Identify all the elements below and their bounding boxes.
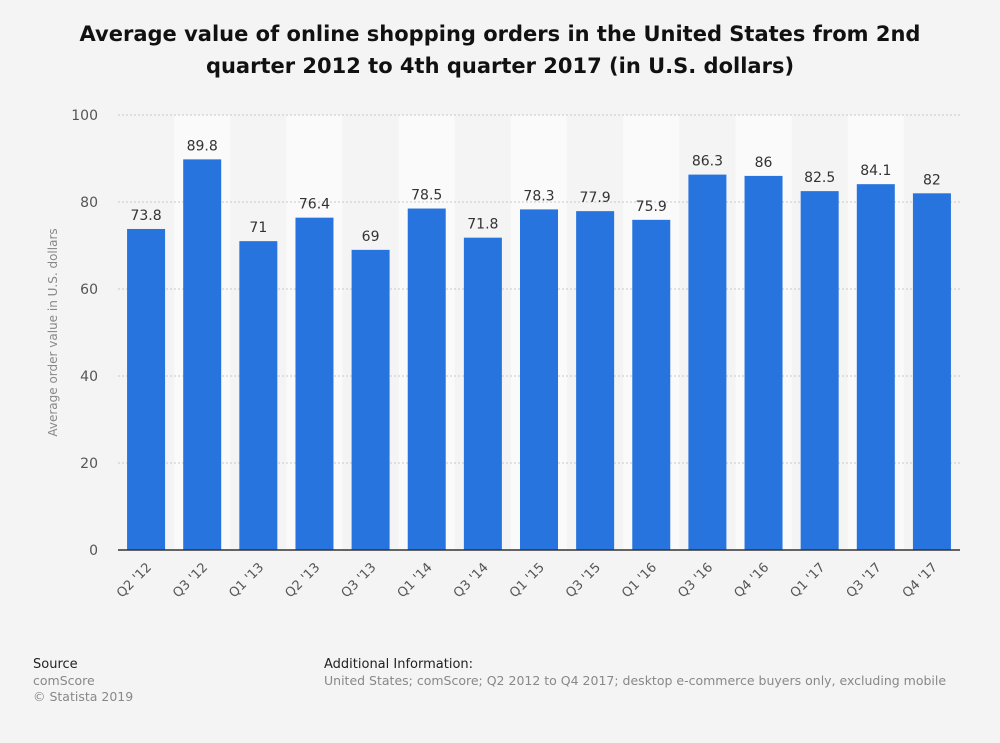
y-tick-label: 80 — [80, 195, 98, 211]
y-tick-label: 40 — [80, 369, 98, 385]
data-label: 78.3 — [523, 188, 554, 204]
bar — [351, 249, 390, 550]
x-tick-label: Q1 '15 — [507, 560, 548, 601]
data-label: 71 — [249, 220, 267, 236]
y-tick-label: 60 — [80, 282, 98, 298]
x-tick-label: Q3 '14 — [451, 560, 492, 601]
bar — [632, 219, 671, 550]
bar — [576, 211, 615, 550]
x-tick-label: Q3 '12 — [170, 560, 211, 601]
bar — [912, 193, 951, 551]
x-tick-label: Q3 '13 — [339, 560, 380, 601]
chart-title: Average value of online shopping orders … — [79, 22, 921, 78]
additional-info-block: Additional Information: United States; c… — [324, 657, 946, 689]
bar — [463, 237, 502, 551]
additional-info-text: United States; comScore; Q2 2012 to Q4 2… — [324, 673, 947, 688]
source-name: comScore — [33, 673, 95, 688]
x-tick-label: Q4 '16 — [732, 560, 773, 601]
x-tick-label: Q1 '13 — [226, 560, 267, 601]
data-label: 77.9 — [580, 190, 611, 206]
y-tick-label: 20 — [80, 456, 98, 472]
additional-info-heading: Additional Information: — [324, 657, 474, 672]
data-label: 75.9 — [636, 199, 667, 215]
bar — [407, 208, 446, 550]
data-label: 71.8 — [467, 217, 498, 233]
x-tick-label: Q3 '17 — [844, 560, 885, 601]
data-label: 84.1 — [860, 163, 891, 179]
bar — [520, 209, 558, 550]
x-tick-label: Q2 '13 — [282, 560, 323, 601]
source-block: Source comScore © Statista 2019 — [33, 657, 133, 705]
data-label: 69 — [362, 229, 380, 245]
bar — [744, 175, 783, 550]
data-label: 86.3 — [692, 154, 723, 170]
bar-chart: 0 20 40 60 80 100 Average order value in U.S. … — [46, 108, 960, 601]
bar — [239, 241, 278, 550]
x-tick-label: Q4 '17 — [900, 560, 941, 601]
source-heading: Source — [33, 657, 78, 672]
data-label: 76.4 — [299, 197, 330, 213]
bar — [183, 159, 222, 550]
x-tick-label: Q1 '14 — [395, 560, 436, 601]
copyright: © Statista 2019 — [33, 689, 134, 704]
x-tick-label: Q3 '16 — [675, 560, 716, 601]
y-axis-title: Average order value in U.S. dollars — [46, 228, 60, 436]
data-label: 89.8 — [187, 138, 218, 154]
x-tick-label: Q1 '16 — [619, 560, 660, 601]
bar — [688, 174, 727, 550]
x-tick-label: Q2 '12 — [114, 560, 155, 601]
data-label: 73.8 — [130, 208, 161, 224]
bar — [127, 228, 166, 550]
x-tick-label: Q1 '17 — [788, 560, 829, 601]
bar — [856, 184, 895, 551]
data-label: 86 — [755, 155, 773, 171]
data-label: 82.5 — [804, 170, 835, 186]
bar — [295, 217, 334, 550]
y-tick-label: 100 — [71, 108, 98, 124]
data-label: 78.5 — [411, 188, 442, 204]
bar — [800, 191, 839, 550]
data-label: 82 — [923, 172, 941, 188]
x-tick-label: Q3 '15 — [563, 560, 604, 601]
y-tick-label: 0 — [89, 543, 98, 559]
